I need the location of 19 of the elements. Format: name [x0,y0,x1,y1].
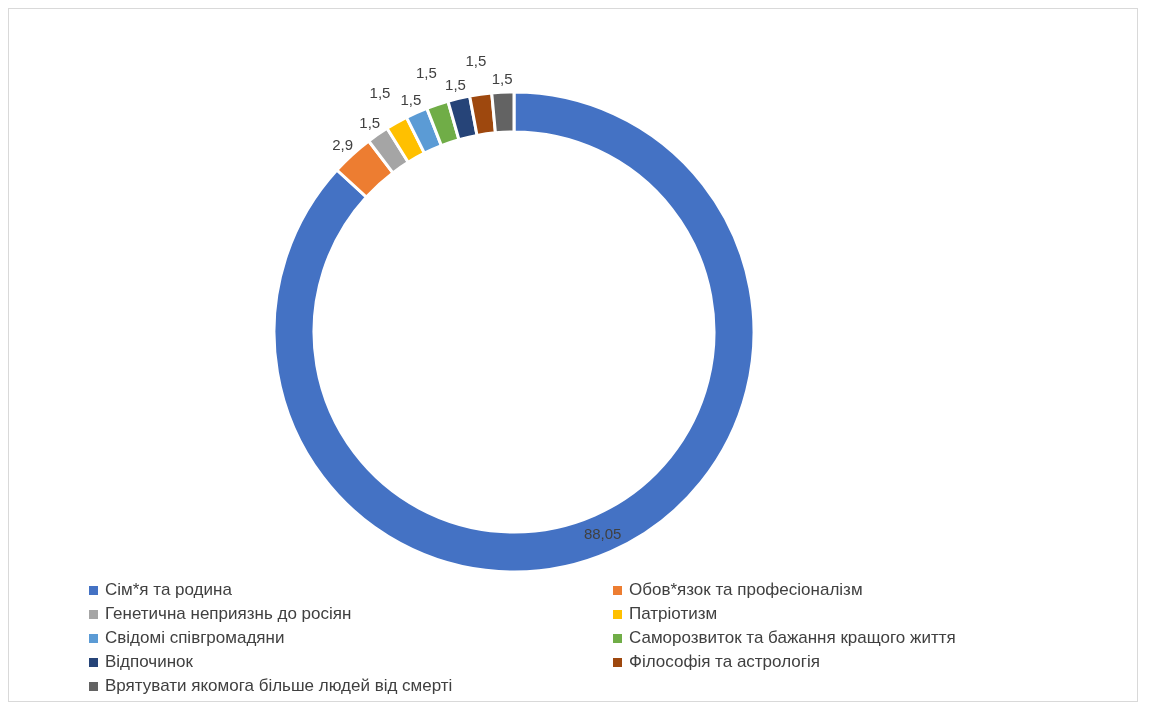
data-label: 1,5 [465,52,487,70]
data-label: 1,5 [359,114,381,132]
data-label: 1,5 [369,84,391,102]
legend-label: Саморозвиток та бажання кращого життя [629,628,956,648]
data-label: 1,5 [400,91,422,109]
data-label: 1,5 [491,69,513,87]
legend-label: Патріотизм [629,604,718,624]
legend-label: Свідомі співгромадяни [105,628,285,648]
legend-label: Врятувати якомога більше людей від смерті [105,676,453,696]
data-label: 1,5 [445,76,466,94]
legend-label: Обов*язок та професіоналізм [629,580,863,600]
legend-label: Сім*я та родина [105,580,232,600]
donut-slice [272,90,756,574]
legend-label: Філософія та астрологія [629,652,820,672]
legend-label: Генетична неприязнь до росіян [105,604,352,624]
data-label: 88,05 [583,524,622,542]
data-label: 1,5 [416,63,437,81]
legend-label: Відпочинок [105,652,193,672]
data-label: 2,9 [332,135,354,153]
